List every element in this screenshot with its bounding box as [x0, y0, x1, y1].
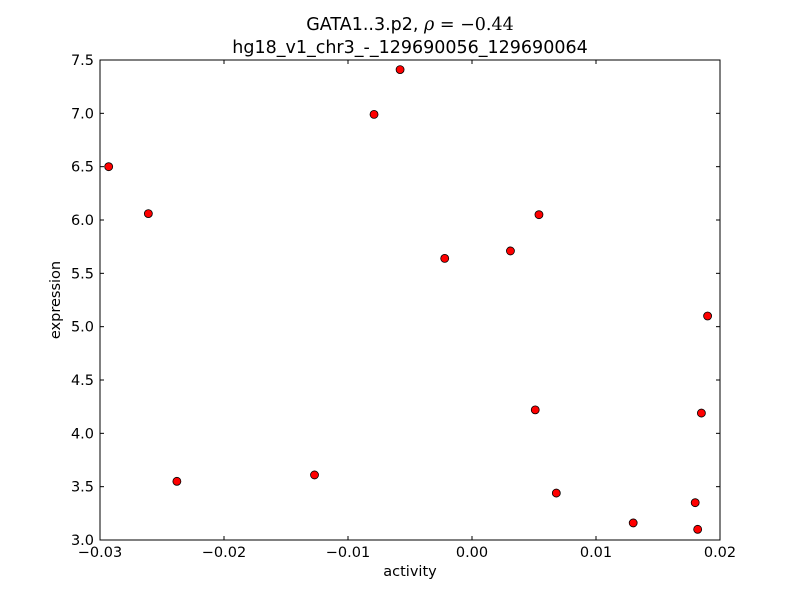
- data-point: [440, 253, 450, 263]
- x-tick-label: 0.00: [456, 545, 488, 561]
- x-tick-label: −0.02: [202, 545, 246, 561]
- data-point: [690, 498, 700, 508]
- data-point: [104, 162, 114, 172]
- chart-title-line1: GATA1..3.p2, ρ = −0.44: [306, 15, 514, 35]
- data-point: [703, 311, 712, 321]
- y-tick-label: 5.5: [71, 266, 94, 282]
- x-tick-label: −0.03: [78, 545, 122, 561]
- y-axis-label: expression: [48, 261, 64, 339]
- y-tick-label: 4.0: [71, 426, 94, 442]
- plot-frame: [99, 59, 721, 541]
- x-tick-label: −0.01: [326, 545, 370, 561]
- data-point: [534, 210, 544, 220]
- data-point: [395, 65, 405, 74]
- x-axis-ticks: −0.03 −0.02 −0.01 0.00 0.01 0.02: [78, 60, 736, 561]
- data-point: [530, 405, 540, 415]
- data-point: [628, 518, 638, 528]
- data-point: [693, 524, 703, 534]
- data-point: [143, 209, 153, 219]
- data-point: [310, 470, 319, 480]
- data-point: [697, 408, 706, 418]
- x-tick-label: 0.01: [580, 545, 612, 561]
- data-point: [172, 476, 182, 486]
- y-tick-label: 6.5: [71, 160, 94, 176]
- chart-title-line2: hg18_v1_chr3_-_129690056_129690064: [232, 38, 587, 58]
- y-tick-label: 7.0: [71, 106, 94, 122]
- x-axis-label: activity: [383, 564, 437, 580]
- y-tick-label: 7.5: [71, 53, 94, 69]
- data-point: [551, 488, 561, 498]
- y-axis-ticks: 3.0 3.5 4.0 4.5 5.0 5.5 6.0 6.5 7.0 7.5: [71, 53, 720, 549]
- y-tick-label: 3.0: [71, 533, 94, 549]
- data-point: [506, 246, 515, 256]
- x-tick-label: 0.02: [704, 545, 736, 561]
- y-tick-label: 6.0: [71, 213, 94, 229]
- y-tick-label: 5.0: [71, 320, 94, 336]
- y-tick-label: 4.5: [71, 373, 94, 389]
- data-point: [369, 110, 379, 119]
- y-tick-label: 3.5: [71, 480, 94, 496]
- data-points: [104, 65, 712, 534]
